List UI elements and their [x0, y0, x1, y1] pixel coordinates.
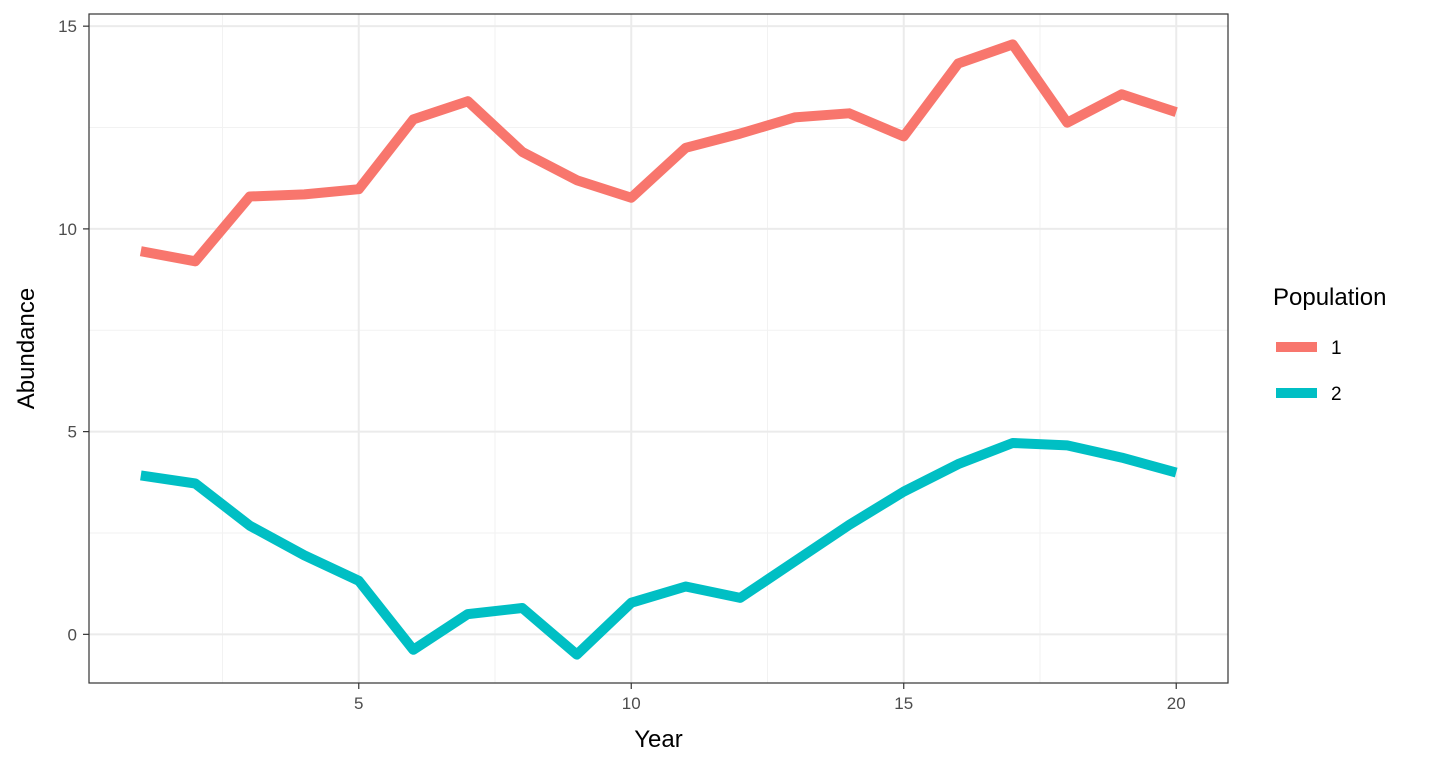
y-tick-label: 10: [58, 220, 77, 239]
x-tick-label: 10: [622, 694, 641, 713]
x-axis-title: Year: [634, 726, 683, 753]
series-line-2: [140, 438, 1178, 660]
legend-title: Population: [1273, 284, 1386, 311]
grid-lines: [89, 14, 1228, 683]
y-axis-title: Abundance: [13, 288, 40, 409]
axes: 5 10 15 20 0 5 10 15: [58, 17, 1186, 713]
y-tick-label: 0: [68, 625, 77, 644]
x-tick-label: 15: [894, 694, 913, 713]
y-tick-label: 15: [58, 17, 77, 36]
legend-label-2: 2: [1331, 384, 1342, 405]
legend-label-1: 1: [1331, 338, 1342, 359]
legend-item-2: 2: [1276, 384, 1342, 405]
data-series: [139, 39, 1178, 660]
legend: Population 1 2: [1273, 284, 1386, 405]
series-line-1: [139, 39, 1178, 267]
legend-item-1: 1: [1276, 338, 1342, 359]
x-tick-label: 5: [354, 694, 363, 713]
y-tick-label: 5: [68, 423, 77, 442]
plot-panel-border: [88, 13, 1229, 684]
x-tick-label: 20: [1167, 694, 1186, 713]
